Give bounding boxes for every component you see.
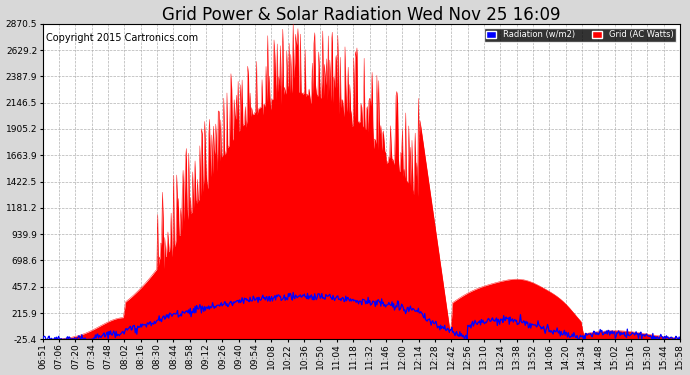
- Title: Grid Power & Solar Radiation Wed Nov 25 16:09: Grid Power & Solar Radiation Wed Nov 25 …: [162, 6, 560, 24]
- Text: Copyright 2015 Cartronics.com: Copyright 2015 Cartronics.com: [46, 33, 198, 43]
- Legend: Radiation (w/m2), Grid (AC Watts): Radiation (w/m2), Grid (AC Watts): [484, 28, 676, 42]
